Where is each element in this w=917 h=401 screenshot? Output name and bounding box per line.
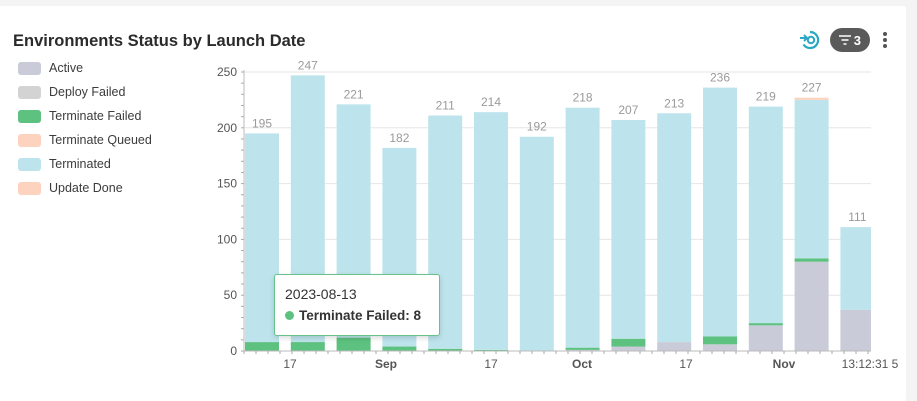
bar-segment-terminated	[611, 119, 646, 339]
filter-icon	[838, 35, 851, 45]
legend-swatch	[18, 61, 41, 75]
bar-segment-terminate-failed	[428, 348, 463, 351]
legend-label: Terminated	[49, 157, 111, 171]
bar-segment-active	[611, 346, 646, 351]
bar-total-label: 195	[252, 116, 272, 130]
chart-tooltip: 2023-08-13 Terminate Failed: 8	[274, 274, 440, 336]
bar-total-label: 218	[573, 91, 593, 105]
bar-segment-active	[657, 342, 692, 351]
refresh-icon[interactable]	[798, 28, 822, 52]
y-tick-label: 250	[217, 65, 237, 79]
bar-segment-terminated	[474, 112, 508, 350]
legend-label: Terminate Queued	[49, 133, 152, 147]
bar-segment-terminated	[245, 133, 279, 343]
legend-swatch	[18, 109, 41, 123]
bar-total-label: 111	[848, 210, 867, 224]
bar-segment-active	[794, 261, 829, 351]
x-tick-label: 13:12:31 5	[842, 357, 899, 371]
bar-total-label: 192	[527, 120, 547, 134]
bar-total-label: 247	[298, 58, 318, 72]
bar-segment-terminated	[657, 113, 692, 343]
bar-segment-active	[565, 349, 600, 351]
legend-item-terminated[interactable]: Terminated	[18, 152, 152, 176]
y-tick-label: 0	[230, 344, 237, 358]
chart-title: Environments Status by Launch Date	[13, 32, 306, 50]
y-tick-label: 200	[217, 121, 237, 135]
x-tick-label: 17	[283, 357, 297, 371]
legend-label: Update Done	[49, 181, 123, 195]
x-tick-label: Sep	[375, 357, 397, 371]
legend-item-update-done[interactable]: Update Done	[18, 176, 152, 200]
legend-swatch	[18, 133, 41, 147]
bar-segment-terminate-failed	[474, 349, 508, 351]
bar-total-label: 236	[710, 71, 730, 85]
bar-total-label: 219	[756, 90, 776, 104]
bar-segment-terminate-failed	[336, 337, 371, 351]
bar-segment-update-done	[794, 97, 829, 100]
bar-segment-terminate-failed	[245, 342, 279, 351]
legend-item-deploy-failed[interactable]: Deploy Failed	[18, 80, 152, 104]
bar-segment-terminate-failed	[611, 338, 646, 347]
bar-total-label: 213	[664, 96, 684, 110]
bar-total-label: 227	[802, 81, 822, 95]
tooltip-date: 2023-08-13	[285, 286, 357, 302]
y-tick-label: 50	[224, 288, 238, 302]
bar-segment-terminate-failed	[382, 346, 417, 351]
bar-segment-active	[748, 325, 783, 351]
x-tick-label: 17	[484, 357, 498, 371]
bar-segment-terminated	[703, 87, 737, 337]
bar-segment-terminated	[794, 99, 829, 259]
tooltip-series-dot	[285, 311, 294, 320]
legend-swatch	[18, 181, 41, 195]
legend-item-terminate-queued[interactable]: Terminate Queued	[18, 128, 152, 152]
more-vertical-icon[interactable]	[878, 28, 892, 52]
legend-item-active[interactable]: Active	[18, 56, 152, 80]
bar-segment-terminated	[565, 107, 600, 348]
bar-segment-terminate-failed	[290, 342, 325, 351]
y-tick-label: 100	[217, 232, 237, 246]
bar-segment-terminate-failed	[703, 336, 737, 345]
bar-total-label: 182	[389, 131, 409, 145]
legend-label: Terminate Failed	[49, 109, 142, 123]
bar-segment-terminated	[748, 106, 783, 324]
bar-total-label: 207	[618, 103, 638, 117]
bar-segment-terminated	[840, 227, 871, 310]
chart-actions: 3	[798, 28, 892, 52]
x-tick-label: Nov	[773, 357, 796, 371]
x-tick-label: 17	[679, 357, 693, 371]
legend-swatch	[18, 85, 41, 99]
chart-legend: Active Deploy Failed Terminate Failed Termi…	[18, 56, 152, 200]
bar-segment-terminated	[519, 136, 554, 351]
legend-swatch	[18, 157, 41, 171]
bar-segment-terminate-failed	[565, 347, 600, 350]
y-tick-label: 150	[217, 177, 237, 191]
bar-segment-terminate-failed	[748, 323, 783, 326]
legend-label: Active	[49, 61, 84, 75]
bar-segment-active	[703, 344, 737, 351]
bar-total-label: 211	[436, 99, 455, 113]
x-tick-label: Oct	[572, 357, 592, 371]
legend-item-terminate-failed[interactable]: Terminate Failed	[18, 104, 152, 128]
bar-segment-terminate-failed	[794, 258, 829, 262]
bar-segment-active	[840, 309, 871, 351]
tooltip-value: Terminate Failed: 8	[299, 308, 422, 323]
bar-total-label: 214	[481, 95, 501, 109]
legend-label: Deploy Failed	[49, 85, 126, 99]
filter-count: 3	[853, 32, 861, 48]
bar-total-label: 221	[344, 87, 364, 101]
filter-button[interactable]: 3	[829, 28, 870, 52]
